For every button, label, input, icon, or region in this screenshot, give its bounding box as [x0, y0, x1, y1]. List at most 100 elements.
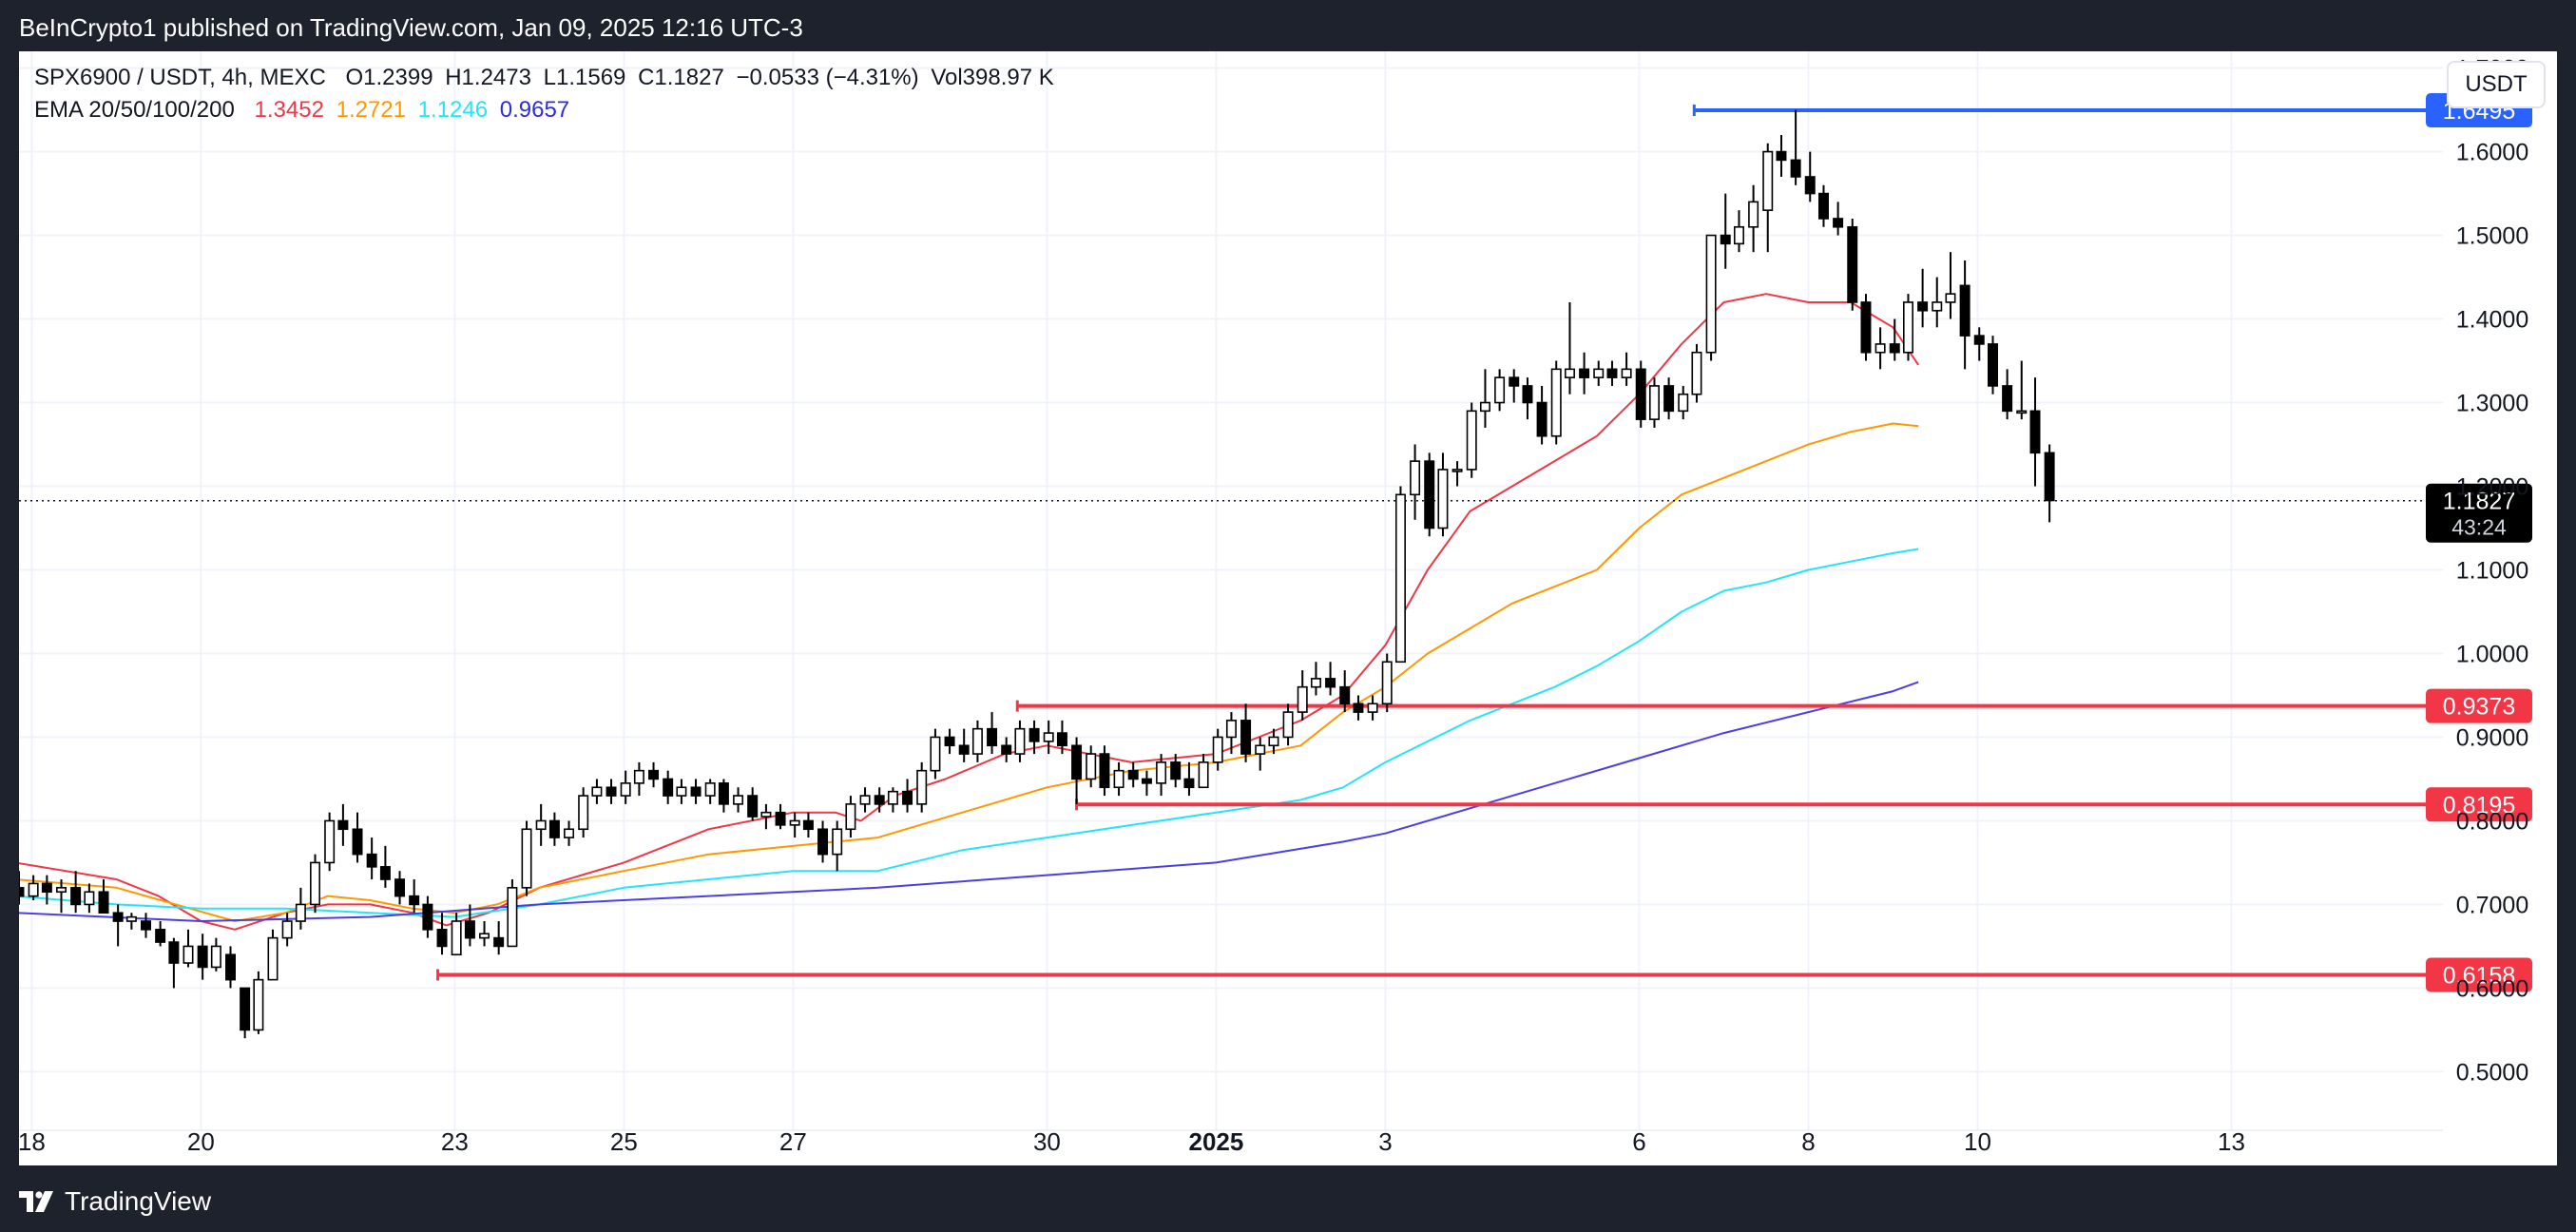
candle-down: [1973, 335, 1985, 345]
candle-up: [1748, 201, 1759, 228]
candle-up: [507, 887, 518, 948]
candle-up: [1014, 727, 1026, 755]
candle-down: [1536, 401, 1548, 437]
candle-up: [633, 769, 644, 784]
candle-up: [1394, 493, 1406, 664]
candle-up: [56, 887, 67, 894]
candle-down: [1776, 150, 1787, 162]
candle-down: [1056, 732, 1067, 747]
candle-up: [1494, 376, 1506, 404]
candle-down: [1099, 753, 1110, 789]
candle-up: [578, 795, 589, 831]
candle-down: [394, 878, 406, 897]
candle-down: [1720, 234, 1731, 245]
candle-down: [944, 736, 955, 747]
candle-up: [1367, 703, 1378, 713]
candle-up: [1466, 410, 1477, 471]
candle-up: [210, 945, 221, 969]
tradingview-logo[interactable]: TradingView: [19, 1186, 211, 1217]
candle-down: [606, 786, 617, 797]
legend-change: −0.0533 (−4.31%): [736, 65, 919, 90]
x-tick-label: 20: [187, 1127, 215, 1156]
candle-up: [1932, 301, 1943, 312]
candle-up: [1874, 343, 1886, 354]
legend-volume: Vol398.97 K: [931, 65, 1054, 90]
candle-down: [1339, 685, 1351, 705]
y-tick-label: 0.8000: [2456, 808, 2528, 835]
candle-down: [1170, 761, 1182, 780]
bottom-bar: TradingView: [0, 1165, 2576, 1232]
candle-up: [1156, 761, 1167, 784]
candle-down: [775, 811, 786, 826]
axis-layer: 0.5000 0.6000 0.7000 0.8000 0.9000 1.0000 1.10…: [19, 56, 2528, 1156]
candle-down: [112, 912, 124, 922]
candle-down: [663, 778, 674, 797]
x-tick-label: 27: [779, 1127, 807, 1156]
candle-down: [141, 920, 151, 931]
level-tag-label: 0.9373: [2443, 694, 2515, 721]
candle-up: [1310, 678, 1321, 688]
candle-up: [916, 769, 928, 805]
chart-panel[interactable]: 1.6495 0.9373 0.8195 0.6158 1.1827 43:24 0.50…: [19, 51, 2557, 1165]
legend-ema-label[interactable]: EMA 20/50/100/200: [34, 97, 235, 123]
candle-up: [1705, 234, 1717, 354]
legend-symbol[interactable]: SPX6900 / USDT, 4h, MEXC: [34, 65, 326, 90]
candle-down: [1028, 727, 1040, 742]
candle-up: [253, 978, 264, 1031]
x-tick-label: 6: [1632, 1127, 1645, 1156]
level-tag-0.6158: [2426, 957, 2532, 992]
candle-down: [464, 920, 475, 939]
y-tick-label: 1.6000: [2456, 140, 2528, 166]
x-tick-label: 8: [1801, 1127, 1815, 1156]
candle-up: [676, 786, 687, 797]
candle-up: [28, 882, 39, 897]
candle-up: [1564, 368, 1575, 378]
candle-down: [874, 795, 885, 805]
candle-up: [1621, 368, 1632, 378]
candle-down: [436, 929, 448, 948]
candle-up: [1945, 293, 1956, 303]
candle-up: [930, 736, 941, 772]
tradingview-brand: TradingView: [65, 1186, 212, 1216]
y-tick-label: 0.6000: [2456, 975, 2528, 1002]
candle-down: [19, 887, 25, 897]
candle-down: [41, 882, 52, 894]
top-bar: BeInCrypto1 published on TradingView.com…: [0, 0, 2576, 51]
candle-up: [1255, 744, 1266, 755]
candle-down: [1917, 301, 1929, 312]
candle-up: [1593, 368, 1605, 378]
candle-down: [1183, 778, 1195, 789]
candle-down: [1240, 720, 1252, 755]
ema-line-200: [19, 681, 1919, 922]
candle-down: [1889, 343, 1900, 354]
candle-down: [493, 936, 505, 948]
ema-line-50: [19, 422, 1919, 922]
ema-line-20: [19, 293, 1920, 931]
candle-up: [1437, 469, 1449, 529]
candle-up: [971, 727, 983, 755]
legend-ema: EMA 20/50/100/200 1.3452 1.2721 1.1246 0…: [34, 97, 575, 124]
tradingview-logo-icon: [19, 1191, 53, 1212]
candle-down: [1424, 460, 1435, 529]
currency-button[interactable]: USDT: [2447, 61, 2546, 108]
legend-open: O1.2399: [345, 65, 433, 90]
candle-up: [295, 903, 306, 922]
candle-down: [1988, 343, 1998, 387]
y-tick-label: 1.5000: [2456, 223, 2528, 250]
candle-down: [225, 953, 237, 981]
candle-up: [1297, 685, 1308, 713]
x-tick-label: 2025: [1189, 1127, 1244, 1156]
legend-ema20-value: 1.3452: [254, 97, 324, 123]
level-tag-label: 0.8195: [2443, 792, 2515, 818]
candle-down: [1325, 678, 1336, 688]
candle-down: [1833, 218, 1844, 228]
candle-up: [2016, 410, 2028, 414]
legend-ohlc: SPX6900 / USDT, 4h, MEXC O1.2399 H1.2473…: [34, 65, 1060, 91]
x-tick-label: 10: [1964, 1127, 1991, 1156]
legend-ema100-value: 1.1246: [417, 97, 489, 123]
candle-down: [1509, 376, 1520, 387]
candle-up: [479, 933, 490, 939]
candle-layer: [19, 109, 2055, 1039]
